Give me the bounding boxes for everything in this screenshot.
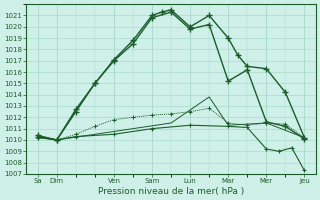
X-axis label: Pression niveau de la mer( hPa ): Pression niveau de la mer( hPa ) bbox=[98, 187, 244, 196]
